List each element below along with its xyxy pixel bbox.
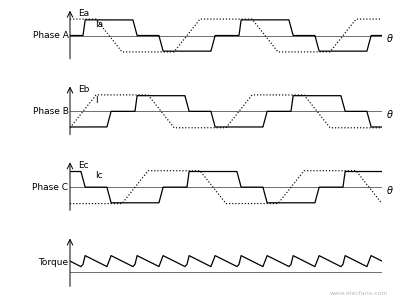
Text: θ: θ [387, 186, 393, 196]
Text: www.elecfans.com: www.elecfans.com [330, 290, 388, 296]
Text: Ec: Ec [78, 161, 88, 170]
Text: θ: θ [387, 34, 393, 45]
Text: θ: θ [387, 110, 393, 120]
Text: Ia: Ia [95, 20, 103, 29]
Text: Eb: Eb [78, 85, 89, 94]
Text: Phase A: Phase A [32, 31, 68, 40]
Text: Phase C: Phase C [32, 183, 68, 192]
Text: I: I [95, 96, 98, 105]
Text: Phase B: Phase B [32, 107, 68, 116]
Text: Ic: Ic [95, 171, 102, 181]
Text: Torque: Torque [38, 258, 68, 268]
Text: Ea: Ea [78, 9, 89, 18]
